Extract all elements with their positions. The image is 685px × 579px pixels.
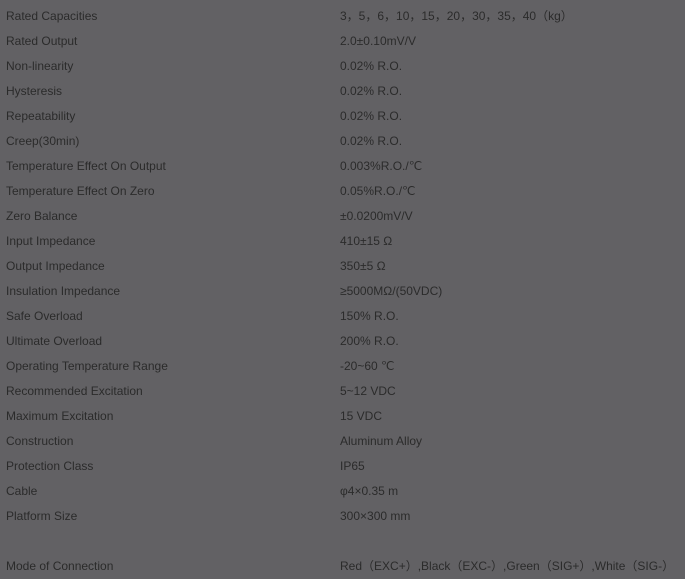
spec-value: 150% R.O.: [340, 304, 685, 329]
table-row: Operating Temperature Range-20~60 ℃: [0, 354, 685, 379]
spec-value: 0.02% R.O.: [340, 54, 685, 79]
spec-value: 200% R.O.: [340, 329, 685, 354]
spec-value: 0.02% R.O.: [340, 79, 685, 104]
spec-label: Construction: [6, 429, 340, 454]
spec-label: Mode of Connection: [6, 554, 340, 579]
table-row: Hysteresis0.02% R.O.: [0, 79, 685, 104]
spec-label: Rated Output: [6, 29, 340, 54]
spec-label: Output Impedance: [6, 254, 340, 279]
spec-label: Repeatability: [6, 104, 340, 129]
table-row: Non-linearity0.02% R.O.: [0, 54, 685, 79]
table-row: ConstructionAluminum Alloy: [0, 429, 685, 454]
spec-label: Safe Overload: [6, 304, 340, 329]
table-row: Maximum Excitation15 VDC: [0, 404, 685, 429]
specification-table: Rated Capacities3，5，6，10，15，20，30，35，40（…: [0, 0, 685, 579]
table-row: Insulation Impedance≥5000MΩ/(50VDC): [0, 279, 685, 304]
table-row: Platform Size300×300 mm: [0, 504, 685, 529]
spec-label: Protection Class: [6, 454, 340, 479]
spec-value: 300×300 mm: [340, 504, 685, 529]
table-row: Temperature Effect On Zero0.05%R.O./℃: [0, 179, 685, 204]
spec-value: IP65: [340, 454, 685, 479]
spec-label: Temperature Effect On Zero: [6, 179, 340, 204]
table-row: Output Impedance350±5 Ω: [0, 254, 685, 279]
spec-label: Maximum Excitation: [6, 404, 340, 429]
table-row: Protection ClassIP65: [0, 454, 685, 479]
spec-label: Hysteresis: [6, 79, 340, 104]
spec-value: 0.02% R.O.: [340, 129, 685, 154]
spec-value: 350±5 Ω: [340, 254, 685, 279]
table-row: Cableφ4×0.35 m: [0, 479, 685, 504]
spec-label: Cable: [6, 479, 340, 504]
spec-value: 0.05%R.O./℃: [340, 179, 685, 204]
spec-value: ±0.0200mV/V: [340, 204, 685, 229]
table-row: Temperature Effect On Output0.003%R.O./℃: [0, 154, 685, 179]
divider-blank-row: [0, 529, 685, 554]
spec-label: Operating Temperature Range: [6, 354, 340, 379]
table-row: Ultimate Overload200% R.O.: [0, 329, 685, 354]
spec-label: Rated Capacities: [6, 4, 340, 29]
spec-value: ≥5000MΩ/(50VDC): [340, 279, 685, 304]
spec-value: φ4×0.35 m: [340, 479, 685, 504]
spec-label: Platform Size: [6, 504, 340, 529]
spec-value: 2.0±0.10mV/V: [340, 29, 685, 54]
spec-value: 15 VDC: [340, 404, 685, 429]
spec-label: Insulation Impedance: [6, 279, 340, 304]
table-row: Zero Balance±0.0200mV/V: [0, 204, 685, 229]
spec-value: 0.003%R.O./℃: [340, 154, 685, 179]
table-row: Repeatability0.02% R.O.: [0, 104, 685, 129]
table-row: Recommended Excitation5~12 VDC: [0, 379, 685, 404]
spec-label: Ultimate Overload: [6, 329, 340, 354]
specification-rows: Rated Capacities3，5，6，10，15，20，30，35，40（…: [0, 4, 685, 529]
spec-value: Aluminum Alloy: [340, 429, 685, 454]
spec-value: 3，5，6，10，15，20，30，35，40（kg）: [340, 4, 685, 29]
spec-label: Zero Balance: [6, 204, 340, 229]
spec-label: Recommended Excitation: [6, 379, 340, 404]
spec-value: Red（EXC+）,Black（EXC-）,Green（SIG+）,White（…: [340, 554, 685, 579]
spec-value: 0.02% R.O.: [340, 104, 685, 129]
spec-label: Temperature Effect On Output: [6, 154, 340, 179]
table-row: Safe Overload150% R.O.: [0, 304, 685, 329]
table-row: Mode of Connection Red（EXC+）,Black（EXC-）…: [0, 554, 685, 579]
spec-value: 5~12 VDC: [340, 379, 685, 404]
spec-label: Creep(30min): [6, 129, 340, 154]
spec-value: -20~60 ℃: [340, 354, 685, 379]
table-row: Creep(30min)0.02% R.O.: [0, 129, 685, 154]
spec-label: Non-linearity: [6, 54, 340, 79]
spec-value: 410±15 Ω: [340, 229, 685, 254]
table-row: Rated Output2.0±0.10mV/V: [0, 29, 685, 54]
table-row: Input Impedance410±15 Ω: [0, 229, 685, 254]
table-row: Rated Capacities3，5，6，10，15，20，30，35，40（…: [0, 4, 685, 29]
spec-label: Input Impedance: [6, 229, 340, 254]
